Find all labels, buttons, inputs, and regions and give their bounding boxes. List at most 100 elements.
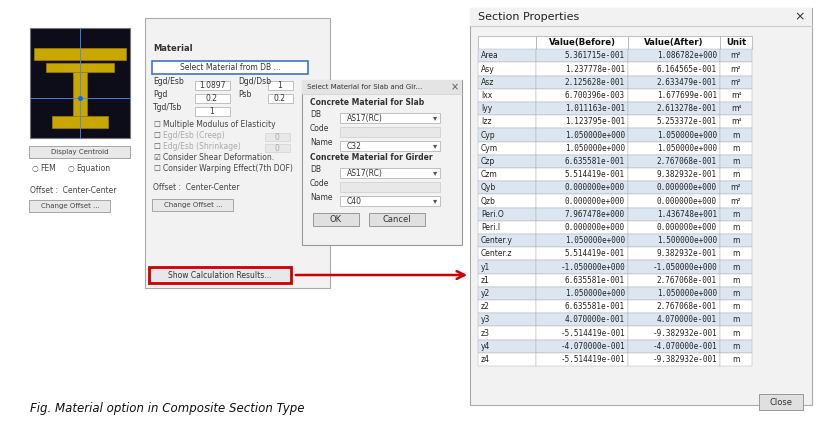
Text: C32: C32 [346,142,361,151]
FancyBboxPatch shape [719,313,751,327]
Text: 2.767068e-001: 2.767068e-001 [656,302,716,311]
Text: 0.000000e+000: 0.000000e+000 [564,183,624,192]
FancyBboxPatch shape [719,208,751,221]
FancyBboxPatch shape [719,234,751,247]
Text: m: m [731,249,739,258]
Text: m: m [731,276,739,285]
Text: -4.070000e-001: -4.070000e-001 [651,342,716,351]
Text: 0: 0 [274,132,279,142]
FancyBboxPatch shape [719,129,751,142]
FancyBboxPatch shape [627,115,719,129]
FancyBboxPatch shape [627,353,719,366]
Text: Peri.O: Peri.O [481,210,503,219]
FancyBboxPatch shape [536,234,627,247]
FancyBboxPatch shape [719,168,751,181]
Text: m: m [731,302,739,311]
FancyBboxPatch shape [627,181,719,195]
Text: m: m [731,342,739,351]
FancyBboxPatch shape [477,181,536,195]
FancyBboxPatch shape [477,36,536,49]
Text: 1.436748e+001: 1.436748e+001 [656,210,716,219]
FancyBboxPatch shape [340,196,440,206]
Text: Display Centroid: Display Centroid [51,148,109,154]
Text: 6.635581e-001: 6.635581e-001 [564,157,624,166]
FancyBboxPatch shape [627,49,719,63]
FancyBboxPatch shape [536,313,627,327]
FancyBboxPatch shape [29,200,111,212]
Text: ☐: ☐ [153,131,160,140]
Text: Peri.I: Peri.I [481,223,500,232]
Text: m: m [731,170,739,179]
FancyBboxPatch shape [469,8,811,405]
Text: z4: z4 [481,355,490,364]
Text: 1.050000e+000: 1.050000e+000 [656,131,716,140]
FancyBboxPatch shape [477,340,536,353]
FancyBboxPatch shape [265,133,290,141]
Text: Qzb: Qzb [481,197,495,206]
FancyBboxPatch shape [536,327,627,340]
Text: z2: z2 [481,302,489,311]
FancyBboxPatch shape [536,300,627,313]
FancyBboxPatch shape [536,221,627,234]
Text: Consider Warping Effect(7th DOF): Consider Warping Effect(7th DOF) [163,164,292,173]
Text: 0: 0 [274,143,279,153]
Text: ×: × [794,11,804,24]
Text: Close: Close [768,398,791,407]
FancyBboxPatch shape [627,76,719,89]
Text: m: m [731,289,739,298]
Text: Cyp: Cyp [481,131,495,140]
Text: Center.y: Center.y [481,236,512,245]
FancyBboxPatch shape [477,115,536,129]
Text: Select Material for Slab and Gir...: Select Material for Slab and Gir... [306,84,422,90]
FancyBboxPatch shape [627,102,719,115]
Text: AS17(RC): AS17(RC) [346,168,382,178]
FancyBboxPatch shape [536,129,627,142]
Text: y1: y1 [481,263,490,272]
Polygon shape [34,48,126,60]
Text: Czp: Czp [481,157,495,166]
Text: m⁴: m⁴ [730,117,740,126]
Text: m: m [731,223,739,232]
Text: -9.382932e-001: -9.382932e-001 [651,355,716,364]
Text: Show Calculation Results...: Show Calculation Results... [168,270,271,280]
FancyBboxPatch shape [627,287,719,300]
Text: FEM: FEM [40,164,56,173]
Text: 0.2: 0.2 [206,94,218,103]
FancyBboxPatch shape [719,274,751,287]
FancyBboxPatch shape [268,94,292,103]
FancyBboxPatch shape [536,181,627,195]
Polygon shape [52,116,108,128]
FancyBboxPatch shape [477,155,536,168]
Text: 9.382932e-001: 9.382932e-001 [656,249,716,258]
Text: 5.514419e-001: 5.514419e-001 [564,170,624,179]
FancyBboxPatch shape [30,28,130,138]
FancyBboxPatch shape [477,129,536,142]
Text: Asz: Asz [481,78,494,87]
FancyBboxPatch shape [627,129,719,142]
FancyBboxPatch shape [536,89,627,102]
Text: ▾: ▾ [432,142,437,151]
Text: y4: y4 [481,342,490,351]
FancyBboxPatch shape [536,155,627,168]
Text: y3: y3 [481,315,490,324]
FancyBboxPatch shape [719,49,751,63]
FancyBboxPatch shape [627,221,719,234]
Text: ☐: ☐ [153,142,160,151]
FancyBboxPatch shape [719,287,751,300]
Text: 1.011163e-001: 1.011163e-001 [564,104,624,113]
Text: C40: C40 [346,197,361,206]
Text: Equation: Equation [76,164,110,173]
FancyBboxPatch shape [719,221,751,234]
Text: 4.070000e-001: 4.070000e-001 [656,315,716,324]
FancyBboxPatch shape [536,76,627,89]
Text: 2.633479e-001: 2.633479e-001 [656,78,716,87]
FancyBboxPatch shape [627,168,719,181]
Text: Code: Code [310,179,329,187]
Text: DB: DB [310,165,320,173]
Text: m⁴: m⁴ [730,104,740,113]
Text: Iyy: Iyy [481,104,491,113]
FancyBboxPatch shape [536,287,627,300]
Text: -1.050000e+000: -1.050000e+000 [559,263,624,272]
Text: ▾: ▾ [432,113,437,123]
FancyBboxPatch shape [477,208,536,221]
